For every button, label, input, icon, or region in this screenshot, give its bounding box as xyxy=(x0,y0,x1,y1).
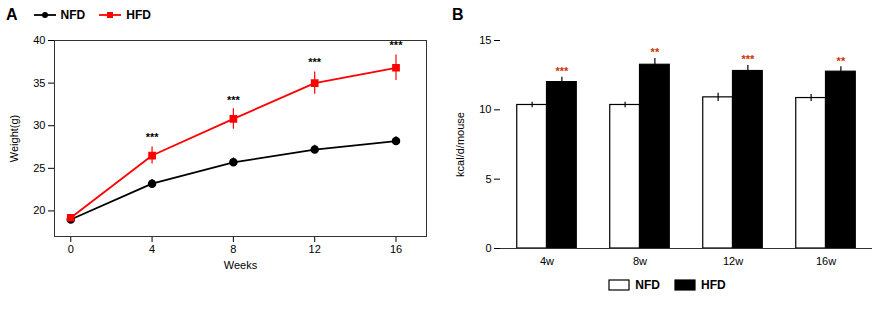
svg-text:16: 16 xyxy=(390,243,402,255)
html-text:HFD: HFD xyxy=(701,278,726,292)
svg-text:**: ** xyxy=(837,55,846,67)
svg-text:***: *** xyxy=(146,131,160,143)
html-text:A: A xyxy=(6,6,18,23)
svg-text:Weight(g): Weight(g) xyxy=(8,115,20,162)
svg-text:30: 30 xyxy=(33,119,45,131)
svg-text:***: *** xyxy=(741,53,755,65)
html-text:B: B xyxy=(452,6,464,23)
svg-text:35: 35 xyxy=(33,77,45,89)
svg-text:12: 12 xyxy=(309,243,321,255)
svg-text:15: 15 xyxy=(479,34,491,46)
svg-text:***: *** xyxy=(390,39,404,51)
svg-text:0: 0 xyxy=(68,243,74,255)
svg-text:40: 40 xyxy=(33,34,45,46)
svg-text:**: ** xyxy=(651,46,660,58)
svg-text:4w: 4w xyxy=(540,255,554,267)
svg-text:16w: 16w xyxy=(816,255,836,267)
svg-text:4: 4 xyxy=(149,243,155,255)
html-text:NFD: NFD xyxy=(635,278,660,292)
svg-text:***: *** xyxy=(308,56,322,68)
svg-text:5: 5 xyxy=(485,173,491,185)
svg-text:25: 25 xyxy=(33,162,45,174)
html-text:NFD: NFD xyxy=(60,8,86,22)
svg-text:8: 8 xyxy=(230,243,236,255)
svg-text:8w: 8w xyxy=(633,255,647,267)
html-text:HFD: HFD xyxy=(126,8,151,22)
svg-text:10: 10 xyxy=(479,103,491,115)
svg-text:kcal/d/mouse: kcal/d/mouse xyxy=(454,112,466,177)
svg-text:***: *** xyxy=(555,65,569,77)
svg-text:12w: 12w xyxy=(723,255,743,267)
svg-text:***: *** xyxy=(227,94,241,106)
svg-text:20: 20 xyxy=(33,204,45,216)
svg-text:0: 0 xyxy=(485,242,491,254)
svg-text:Weeks: Weeks xyxy=(224,259,258,271)
